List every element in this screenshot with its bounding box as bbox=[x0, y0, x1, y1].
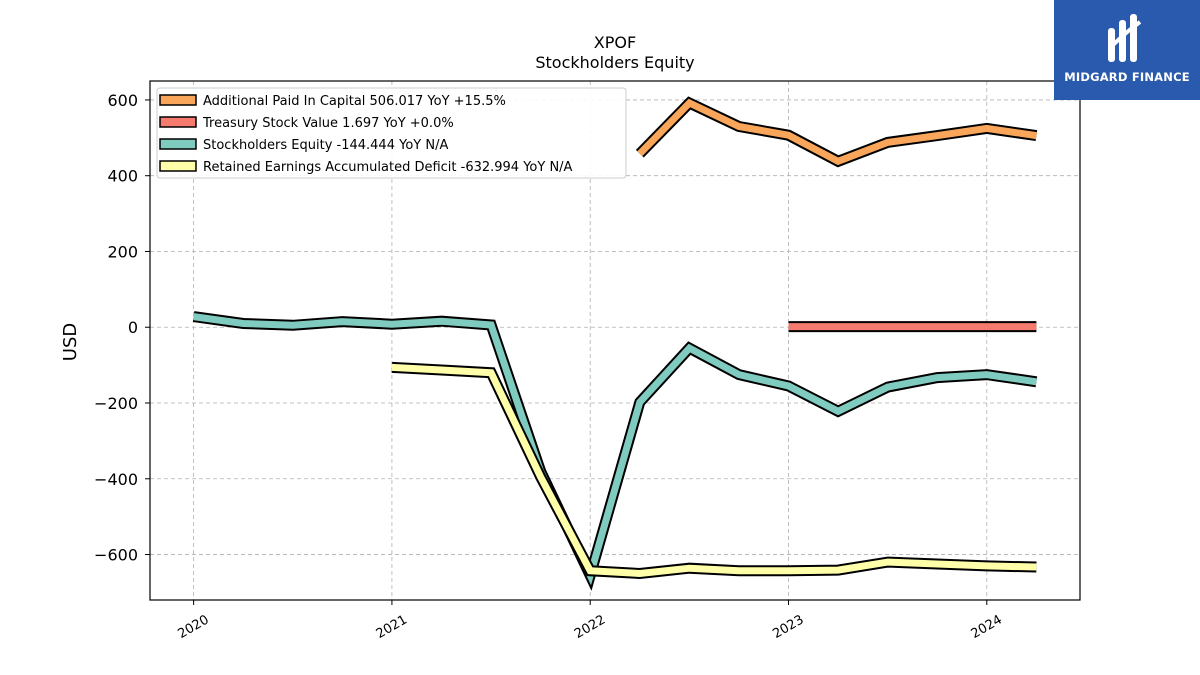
legend-box bbox=[156, 87, 627, 179]
series-line-additional-paid-in-capital bbox=[635, 96, 1038, 168]
y-tick-label: 0 bbox=[128, 318, 138, 337]
plot-area-frame bbox=[149, 80, 1081, 601]
series-line-fill bbox=[193, 313, 1037, 586]
series-line-stockholders-equity bbox=[192, 311, 1038, 591]
y-tick-label: 200 bbox=[107, 242, 138, 261]
x-tick-label: 2020 bbox=[175, 612, 211, 642]
series-line-fill bbox=[391, 363, 1037, 578]
logo-text: MIDGARD FINANCE bbox=[1064, 70, 1190, 84]
legend-swatch bbox=[159, 138, 197, 150]
legend-label: Additional Paid In Capital 506.017 YoY +… bbox=[203, 94, 506, 109]
brand-logo: MIDGARD FINANCE bbox=[1054, 0, 1200, 100]
legend-label: Retained Earnings Accumulated Deficit -6… bbox=[203, 160, 573, 175]
legend-label: Treasury Stock Value 1.697 YoY +0.0% bbox=[202, 116, 454, 131]
x-tick-label: 2023 bbox=[770, 612, 806, 642]
legend: Additional Paid In Capital 506.017 YoY +… bbox=[156, 87, 627, 179]
x-tick-label: 2022 bbox=[572, 612, 608, 642]
y-axis-label: USD bbox=[60, 323, 81, 361]
series-line-outline bbox=[391, 361, 1037, 580]
y-tick-label: −600 bbox=[94, 546, 138, 565]
series-layer bbox=[192, 96, 1038, 591]
legend-swatch bbox=[159, 116, 197, 128]
chart-title: XPOF bbox=[594, 33, 636, 52]
legend-label: Stockholders Equity -144.444 YoY N/A bbox=[203, 138, 448, 153]
series-line-fill bbox=[637, 98, 1037, 166]
y-tick-label: −200 bbox=[94, 394, 138, 413]
legend-swatch bbox=[159, 160, 197, 172]
y-tick-label: −400 bbox=[94, 470, 138, 489]
chart-subtitle: Stockholders Equity bbox=[535, 53, 694, 72]
x-tick-label: 2024 bbox=[969, 612, 1005, 642]
x-tick-label: 2021 bbox=[374, 612, 410, 642]
midgard-logo-icon bbox=[1108, 14, 1142, 62]
y-tick-label: 400 bbox=[107, 167, 138, 186]
legend-swatch bbox=[159, 94, 197, 106]
series-line-outline bbox=[192, 311, 1038, 591]
y-tick-label: 600 bbox=[107, 91, 138, 110]
series-line-retained-earnings-accumulated-deficit bbox=[391, 361, 1037, 580]
